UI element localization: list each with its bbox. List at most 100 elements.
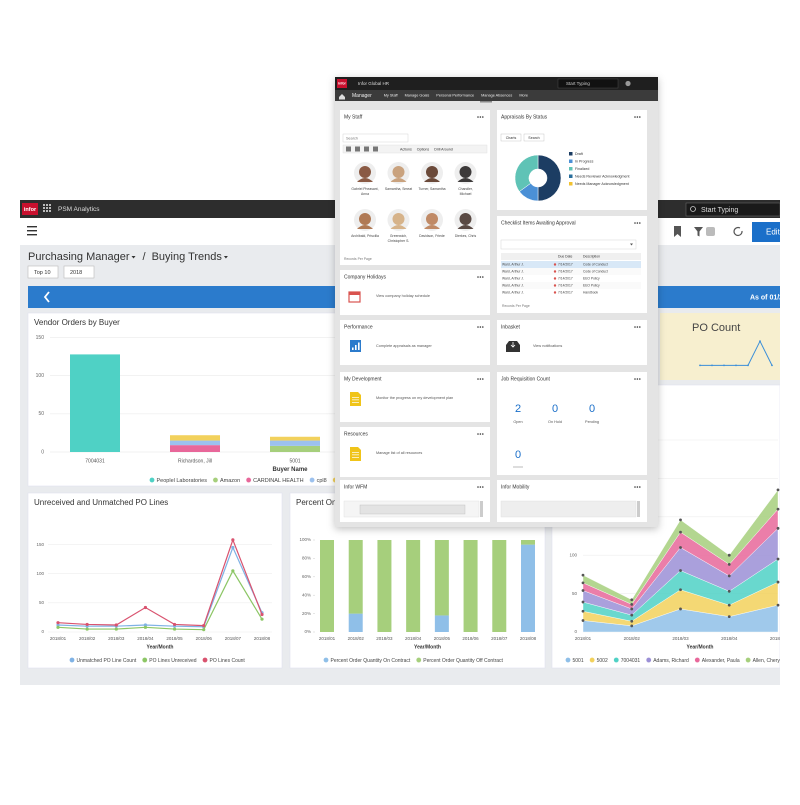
line-point — [231, 545, 235, 550]
menu-dot[interactable] — [636, 486, 639, 488]
filter-chip[interactable] — [63, 265, 95, 279]
toolbar-button[interactable]: Drill Around — [434, 147, 453, 151]
menu-dot[interactable] — [479, 276, 482, 278]
home-tab-marker — [480, 101, 492, 103]
filter-chip[interactable] — [27, 265, 59, 279]
back-chevron[interactable] — [43, 291, 50, 303]
nav-item[interactable]: Manager — [352, 93, 372, 99]
menu-dot[interactable] — [482, 116, 484, 118]
nav-item[interactable]: My Staff — [384, 94, 399, 98]
menu-dot[interactable] — [636, 326, 639, 328]
tool-icon[interactable] — [346, 146, 351, 152]
widget-text: View company holiday schedule — [376, 294, 430, 298]
hamburger-line[interactable] — [27, 230, 37, 232]
menu-dot[interactable] — [477, 116, 479, 118]
menu-dot[interactable] — [479, 486, 482, 488]
nav-item[interactable]: Personal Performance — [436, 94, 474, 98]
menu-dot[interactable] — [482, 486, 484, 488]
filter-icon[interactable] — [694, 227, 703, 237]
edit-button[interactable] — [752, 222, 792, 242]
area-point — [630, 607, 634, 611]
menu-dot[interactable] — [482, 378, 484, 380]
legend-swatch — [415, 657, 422, 663]
series-line — [57, 538, 263, 627]
table-row[interactable] — [501, 268, 641, 275]
area-point — [581, 589, 585, 592]
search-box[interactable] — [685, 202, 780, 217]
toolbar-button[interactable]: Actions — [400, 147, 412, 151]
search-box[interactable] — [557, 78, 619, 89]
menu-dot[interactable] — [639, 222, 641, 224]
menu-dot[interactable] — [482, 433, 484, 435]
menu-dot[interactable] — [636, 222, 639, 224]
menu-dot[interactable] — [634, 222, 636, 224]
menu-dot[interactable] — [482, 276, 484, 278]
menu-dot[interactable] — [634, 326, 636, 328]
table-row[interactable] — [501, 261, 641, 268]
search-field[interactable] — [342, 133, 409, 143]
nav-item[interactable]: More — [519, 94, 528, 98]
nav-item[interactable]: Manage Absences — [481, 94, 512, 98]
line-point — [231, 538, 235, 542]
menu-dot[interactable] — [477, 326, 479, 328]
menu-dot[interactable] — [639, 116, 641, 118]
menu-dot[interactable] — [482, 326, 484, 328]
tab-button[interactable] — [500, 133, 522, 142]
legend-swatch — [141, 657, 148, 663]
menu-dot[interactable] — [479, 326, 482, 328]
legend-label: Unmatched PO Line Count — [77, 658, 137, 664]
menu-dot[interactable] — [636, 378, 639, 380]
tab-button[interactable] — [523, 133, 545, 142]
y-tick-label: 60% — [302, 574, 311, 579]
tool-icon[interactable] — [364, 146, 369, 152]
widget-title: Checklist Items Awaiting Approval — [501, 220, 576, 226]
scrollbar[interactable] — [637, 501, 640, 517]
hamburger-line[interactable] — [27, 226, 37, 228]
person-name: Anna — [361, 192, 369, 196]
y-tick-label: 150 — [36, 542, 44, 547]
menu-dot[interactable] — [479, 116, 482, 118]
breadcrumb-item[interactable]: Buying Trends — [152, 251, 223, 263]
area-point — [776, 507, 780, 511]
y-tick-label: 40% — [302, 592, 311, 597]
toolbar-button[interactable]: Options — [417, 147, 430, 151]
refresh-icon[interactable] — [733, 226, 743, 237]
bar-segment — [70, 354, 120, 452]
table-row[interactable] — [501, 282, 641, 289]
menu-dot[interactable] — [477, 276, 479, 278]
menu-dot[interactable] — [479, 378, 482, 380]
hamburger-line[interactable] — [27, 234, 37, 236]
y-tick-label: 50 — [38, 411, 44, 417]
area-point — [679, 546, 682, 549]
menu-dot[interactable] — [636, 116, 639, 118]
menu-dot[interactable] — [634, 486, 636, 488]
menu-dot[interactable] — [634, 116, 636, 118]
x-tick-label: 2018/06 — [462, 636, 479, 641]
menu-dot[interactable] — [479, 433, 482, 435]
panel-title: Percent On Contract — [296, 498, 370, 507]
avatar-face — [426, 213, 438, 225]
menu-dot[interactable] — [634, 378, 636, 380]
table-row[interactable] — [501, 289, 641, 296]
home-icon[interactable] — [339, 94, 345, 100]
user-icon[interactable] — [625, 80, 631, 87]
menu-dot[interactable] — [477, 486, 479, 488]
menu-dot[interactable] — [639, 326, 641, 328]
tool-icon[interactable] — [373, 146, 378, 152]
bookmark-icon[interactable] — [674, 226, 681, 237]
table-row[interactable] — [501, 275, 641, 282]
breadcrumb-item[interactable]: Purchasing Manager — [28, 251, 130, 263]
menu-dot[interactable] — [477, 433, 479, 435]
menu-dot[interactable] — [639, 378, 641, 380]
panel-title: Unreceived and Unmatched PO Lines — [34, 498, 168, 507]
nav-item[interactable]: Manage Goals — [405, 94, 430, 98]
dropdown[interactable] — [500, 239, 637, 250]
menu-dot[interactable] — [477, 378, 479, 380]
scrollbar[interactable] — [480, 501, 483, 517]
tool-icon[interactable] — [355, 146, 360, 152]
legend-label: CARDINAL HEALTH — [253, 478, 303, 484]
widget — [497, 320, 647, 365]
menu-dot[interactable] — [639, 486, 641, 488]
avatar-face — [359, 166, 371, 178]
y-tick-label: 100 — [36, 373, 45, 379]
